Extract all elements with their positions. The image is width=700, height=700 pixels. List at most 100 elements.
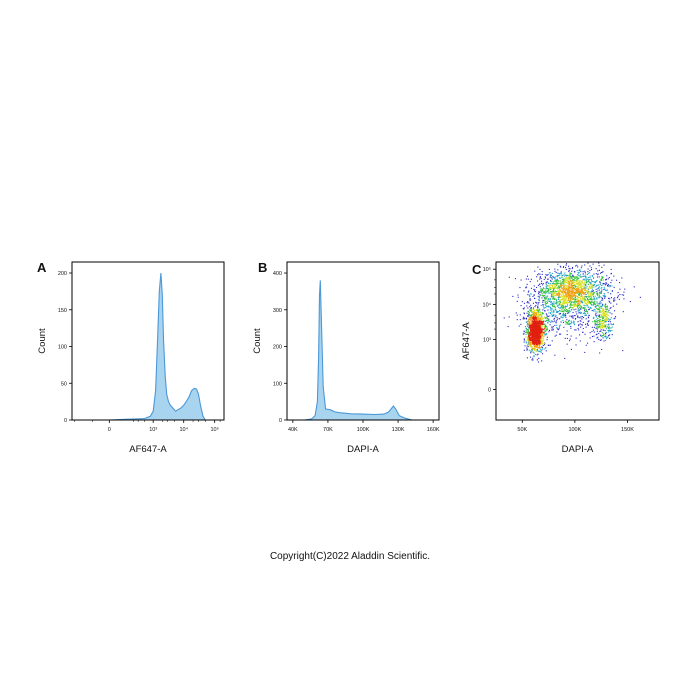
scatter-point (575, 299, 577, 301)
scatter-point (541, 332, 543, 334)
scatter-point (596, 294, 598, 296)
scatter-point (570, 298, 572, 300)
scatter-point (541, 329, 543, 331)
scatter-point (592, 298, 594, 300)
scatter-point (618, 298, 620, 300)
scatter-point (526, 349, 528, 351)
scatter-point (548, 285, 550, 287)
scatter-point (535, 326, 537, 328)
scatter-point (566, 274, 568, 276)
scatter-point (522, 318, 524, 320)
scatter-point (536, 315, 538, 317)
scatter-point (585, 311, 587, 313)
scatter-point (542, 305, 544, 307)
scatter-point (558, 287, 560, 289)
y-tick-label: 300 (273, 308, 282, 314)
scatter-point (576, 277, 578, 279)
scatter-point (584, 307, 586, 309)
scatter-point (541, 348, 543, 350)
scatter-point (539, 314, 541, 316)
scatter-point (542, 294, 544, 296)
scatter-point (579, 297, 581, 299)
scatter-point (597, 317, 599, 319)
scatter-point (526, 347, 528, 349)
scatter-point (526, 357, 528, 359)
scatter-point (587, 342, 589, 344)
scatter-point (559, 294, 561, 296)
scatter-point (589, 277, 591, 279)
scatter-point (534, 336, 536, 338)
scatter-point (589, 292, 591, 294)
scatter-point (532, 357, 534, 359)
scatter-point (602, 337, 604, 339)
scatter-point (523, 313, 525, 315)
scatter-point (604, 305, 606, 307)
scatter-point (597, 314, 599, 316)
scatter-point (600, 335, 602, 337)
scatter-point (564, 295, 566, 297)
scatter-point (582, 279, 584, 281)
x-tick-label: 10⁵ (210, 426, 218, 433)
scatter-point (561, 296, 563, 298)
scatter-point (550, 279, 552, 281)
scatter-point (586, 286, 588, 288)
scatter-point (557, 275, 559, 277)
scatter-point (539, 347, 541, 349)
scatter-point (622, 350, 624, 352)
scatter-point (556, 331, 558, 333)
scatter-point (611, 324, 613, 326)
scatter-point (594, 320, 596, 322)
scatter-point (576, 296, 578, 298)
scatter-point (545, 295, 547, 297)
scatter-point (565, 305, 567, 307)
scatter-point (585, 279, 587, 281)
scatter-point (529, 356, 531, 358)
scatter-point (549, 283, 551, 285)
scatter-point (540, 289, 542, 291)
scatter-point (532, 321, 534, 323)
scatter-point (545, 324, 547, 326)
scatter-point (590, 303, 592, 305)
scatter-point (559, 300, 561, 302)
scatter-point (589, 306, 591, 308)
scatter-point (538, 321, 540, 323)
scatter-point (537, 353, 539, 355)
scatter-point (615, 316, 617, 318)
scatter-point (579, 309, 581, 311)
scatter-point (567, 290, 569, 292)
scatter-point (533, 337, 535, 339)
scatter-point (599, 292, 601, 294)
scatter-point (552, 276, 554, 278)
scatter-point (530, 345, 532, 347)
scatter-point (548, 288, 550, 290)
scatter-point (533, 328, 535, 330)
scatter-point (529, 318, 531, 320)
scatter-point (540, 323, 542, 325)
scatter-point (604, 294, 606, 296)
scatter-point (569, 289, 571, 291)
scatter-point (567, 320, 569, 322)
scatter-point (602, 315, 604, 317)
scatter-point (574, 294, 576, 296)
scatter-point (572, 307, 574, 309)
scatter-point (537, 327, 539, 329)
scatter-point (547, 278, 549, 280)
scatter-point (544, 276, 546, 278)
scatter-point (577, 327, 579, 329)
scatter-point (584, 333, 586, 335)
scatter-point (557, 304, 559, 306)
scatter-point (547, 300, 549, 302)
scatter-point (535, 301, 537, 303)
scatter-point (543, 326, 545, 328)
scatter-point (562, 301, 564, 303)
scatter-point (562, 302, 564, 304)
scatter-point (584, 313, 586, 315)
scatter-point (531, 327, 533, 329)
scatter-point (538, 310, 540, 312)
scatter-point (526, 302, 528, 304)
scatter-point (624, 288, 626, 290)
scatter-point (551, 301, 553, 303)
scatter-point (560, 271, 562, 273)
scatter-point (532, 317, 534, 319)
scatter-point (606, 317, 608, 319)
